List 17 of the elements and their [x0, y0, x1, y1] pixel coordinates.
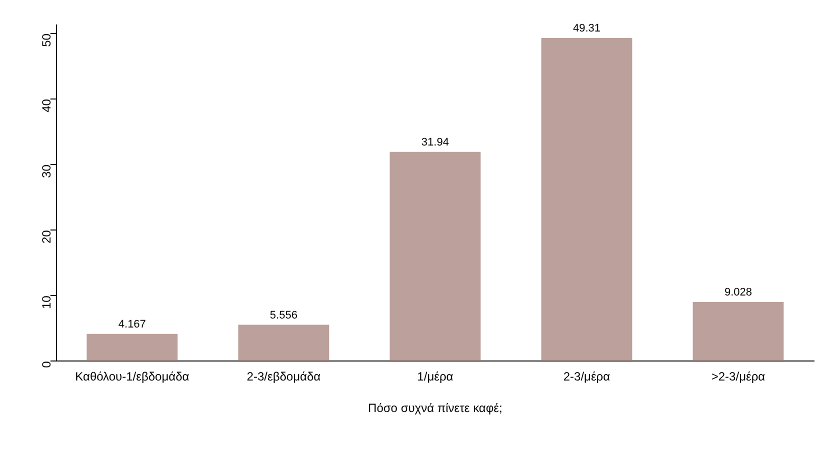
x-axis-title: Πόσο συχνά πίνετε καφέ;: [368, 401, 502, 416]
data-label: 31.94: [421, 136, 449, 148]
x-tick-label: >2-3/μέρα: [711, 370, 766, 384]
y-tick-label: 30: [40, 164, 54, 178]
y-tick-label: 20: [40, 230, 54, 244]
y-tick-label: 40: [40, 98, 54, 112]
data-label: 5.556: [270, 309, 298, 322]
y-tick-label: 10: [40, 295, 54, 310]
data-label: 9.028: [724, 286, 752, 299]
y-tick-label: 0: [40, 360, 54, 368]
x-tick-label: 1/μέρα: [417, 370, 454, 384]
x-tick-label: 2-3/μέρα: [563, 370, 610, 384]
x-tick-label: 2-3/εβδομάδα: [246, 370, 321, 384]
data-label: 49.31: [572, 22, 600, 35]
data-label: 4.167: [118, 318, 146, 330]
x-tick-label: Καθόλου-1/εβδομάδα: [75, 370, 190, 384]
y-tick-label: 50: [40, 33, 54, 47]
